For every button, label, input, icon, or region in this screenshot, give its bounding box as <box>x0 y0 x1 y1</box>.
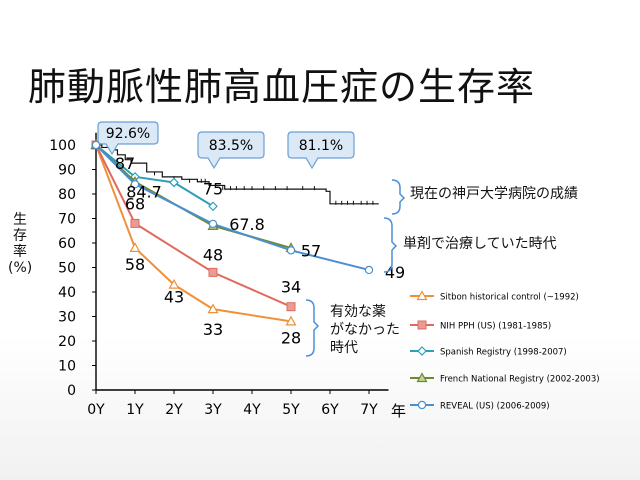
data-label: 87 <box>115 154 135 173</box>
marker-diamond <box>208 201 218 212</box>
x-tick-label: 5Y <box>282 402 300 418</box>
legend-entry: NIH PPH (US) (1981-1985) <box>440 322 551 332</box>
marker-square <box>130 218 140 228</box>
y-tick-label: 80 <box>58 187 76 203</box>
y-tick-label: 100 <box>49 138 76 154</box>
note-no-drug-era-line1: 有効な薬 <box>330 304 386 320</box>
data-label: 68 <box>125 194 145 213</box>
chart-legend: Sitbon historical control (~1992) NIH PPH… <box>410 290 600 412</box>
marker-circle <box>208 219 218 229</box>
y-tick-label: 70 <box>58 212 76 228</box>
marker-square <box>286 302 296 312</box>
x-tick-label: 1Y <box>126 402 144 418</box>
note-no-drug-era-line2: がなかった <box>330 322 400 338</box>
legend-entry: Spanish Registry (1998-2007) <box>440 348 567 358</box>
marker-triangle <box>129 242 141 252</box>
marker-square <box>208 267 218 277</box>
data-label: 28 <box>281 328 301 347</box>
note-current-results: 現在の神戸大学病院の成績 <box>410 186 578 202</box>
marker-triangle <box>207 303 219 314</box>
data-label: 84.7 <box>126 182 162 201</box>
callout-bubble <box>197 131 265 170</box>
marker-circle <box>130 179 140 189</box>
chart-axes: 0 10 20 30 40 50 60 70 80 90 100 0Y 1Y 2Y 3Y 4Y 5Y 6Y 7Y 年 <box>49 132 406 420</box>
marker-triangle <box>416 290 428 301</box>
marker-triangle <box>285 315 297 326</box>
marker-triangle <box>416 372 428 383</box>
marker-circle <box>417 400 427 410</box>
slide-title: 肺動脈性肺高血圧症の生存率 <box>28 65 536 109</box>
data-label: 75 <box>203 179 223 198</box>
x-tick-label: 2Y <box>165 402 183 418</box>
y-tick-label: 20 <box>58 334 76 350</box>
data-label: 33 <box>203 320 223 339</box>
legend-entry: Sitbon historical control (~1992) <box>440 293 579 303</box>
y-tick-label: 10 <box>58 359 76 375</box>
bracket-current <box>391 179 406 215</box>
marker-diamond <box>417 346 427 356</box>
y-axis-title: 生存率(%) <box>8 212 33 276</box>
data-label: 34 <box>281 278 301 297</box>
marker-square <box>417 320 427 330</box>
marker-triangle <box>168 278 180 289</box>
survival-callouts: 92.6% 83.5% 81.1% <box>97 121 355 170</box>
note-single-drug-era: 単剤で治療していた時代 <box>403 236 557 252</box>
legend-entry: French National Registry (2002-2003) <box>440 375 600 385</box>
data-label: 43 <box>164 288 184 307</box>
marker-diamond <box>169 177 179 188</box>
x-tick-label: 3Y <box>204 402 222 418</box>
callout-text: 81.1% <box>299 138 343 154</box>
data-label: 57 <box>301 241 321 260</box>
data-label: 48 <box>203 245 223 264</box>
y-tick-label: 30 <box>58 310 76 326</box>
bracket-single <box>383 217 398 273</box>
marker-circle <box>91 140 101 150</box>
x-tick-label: 0Y <box>87 402 105 418</box>
chart-series <box>90 139 374 326</box>
x-axis-unit-label: 年 <box>391 402 406 420</box>
callout-text: 92.6% <box>106 126 150 142</box>
y-tick-label: 40 <box>58 285 76 301</box>
callout-bubble <box>97 121 159 156</box>
series-line <box>95 144 214 208</box>
y-tick-label: 50 <box>58 261 76 277</box>
note-no-drug-era-line3: 時代 <box>330 340 358 356</box>
era-brackets <box>305 179 406 357</box>
marker-circle <box>286 246 296 255</box>
data-label: 49 <box>385 263 405 282</box>
x-tick-label: 7Y <box>360 402 378 418</box>
data-labels: 58 43 33 28 68 48 34 87 84.7 75 67.8 57 49 <box>115 154 405 348</box>
marker-circle <box>364 265 374 275</box>
callout-text: 83.5% <box>209 138 253 154</box>
callout-bubble <box>287 131 355 170</box>
series-line <box>95 144 292 308</box>
legend-entry: REVEAL (US) (2006-2009) <box>440 402 550 412</box>
data-label: 58 <box>125 255 145 274</box>
bracket-none <box>305 299 320 357</box>
data-label: 67.8 <box>229 215 265 234</box>
x-tick-label: 4Y <box>243 402 261 418</box>
y-tick-label: 60 <box>58 236 76 252</box>
y-tick-label: 90 <box>58 163 76 179</box>
x-tick-label: 6Y <box>321 402 339 418</box>
y-tick-label: 0 <box>67 383 76 399</box>
